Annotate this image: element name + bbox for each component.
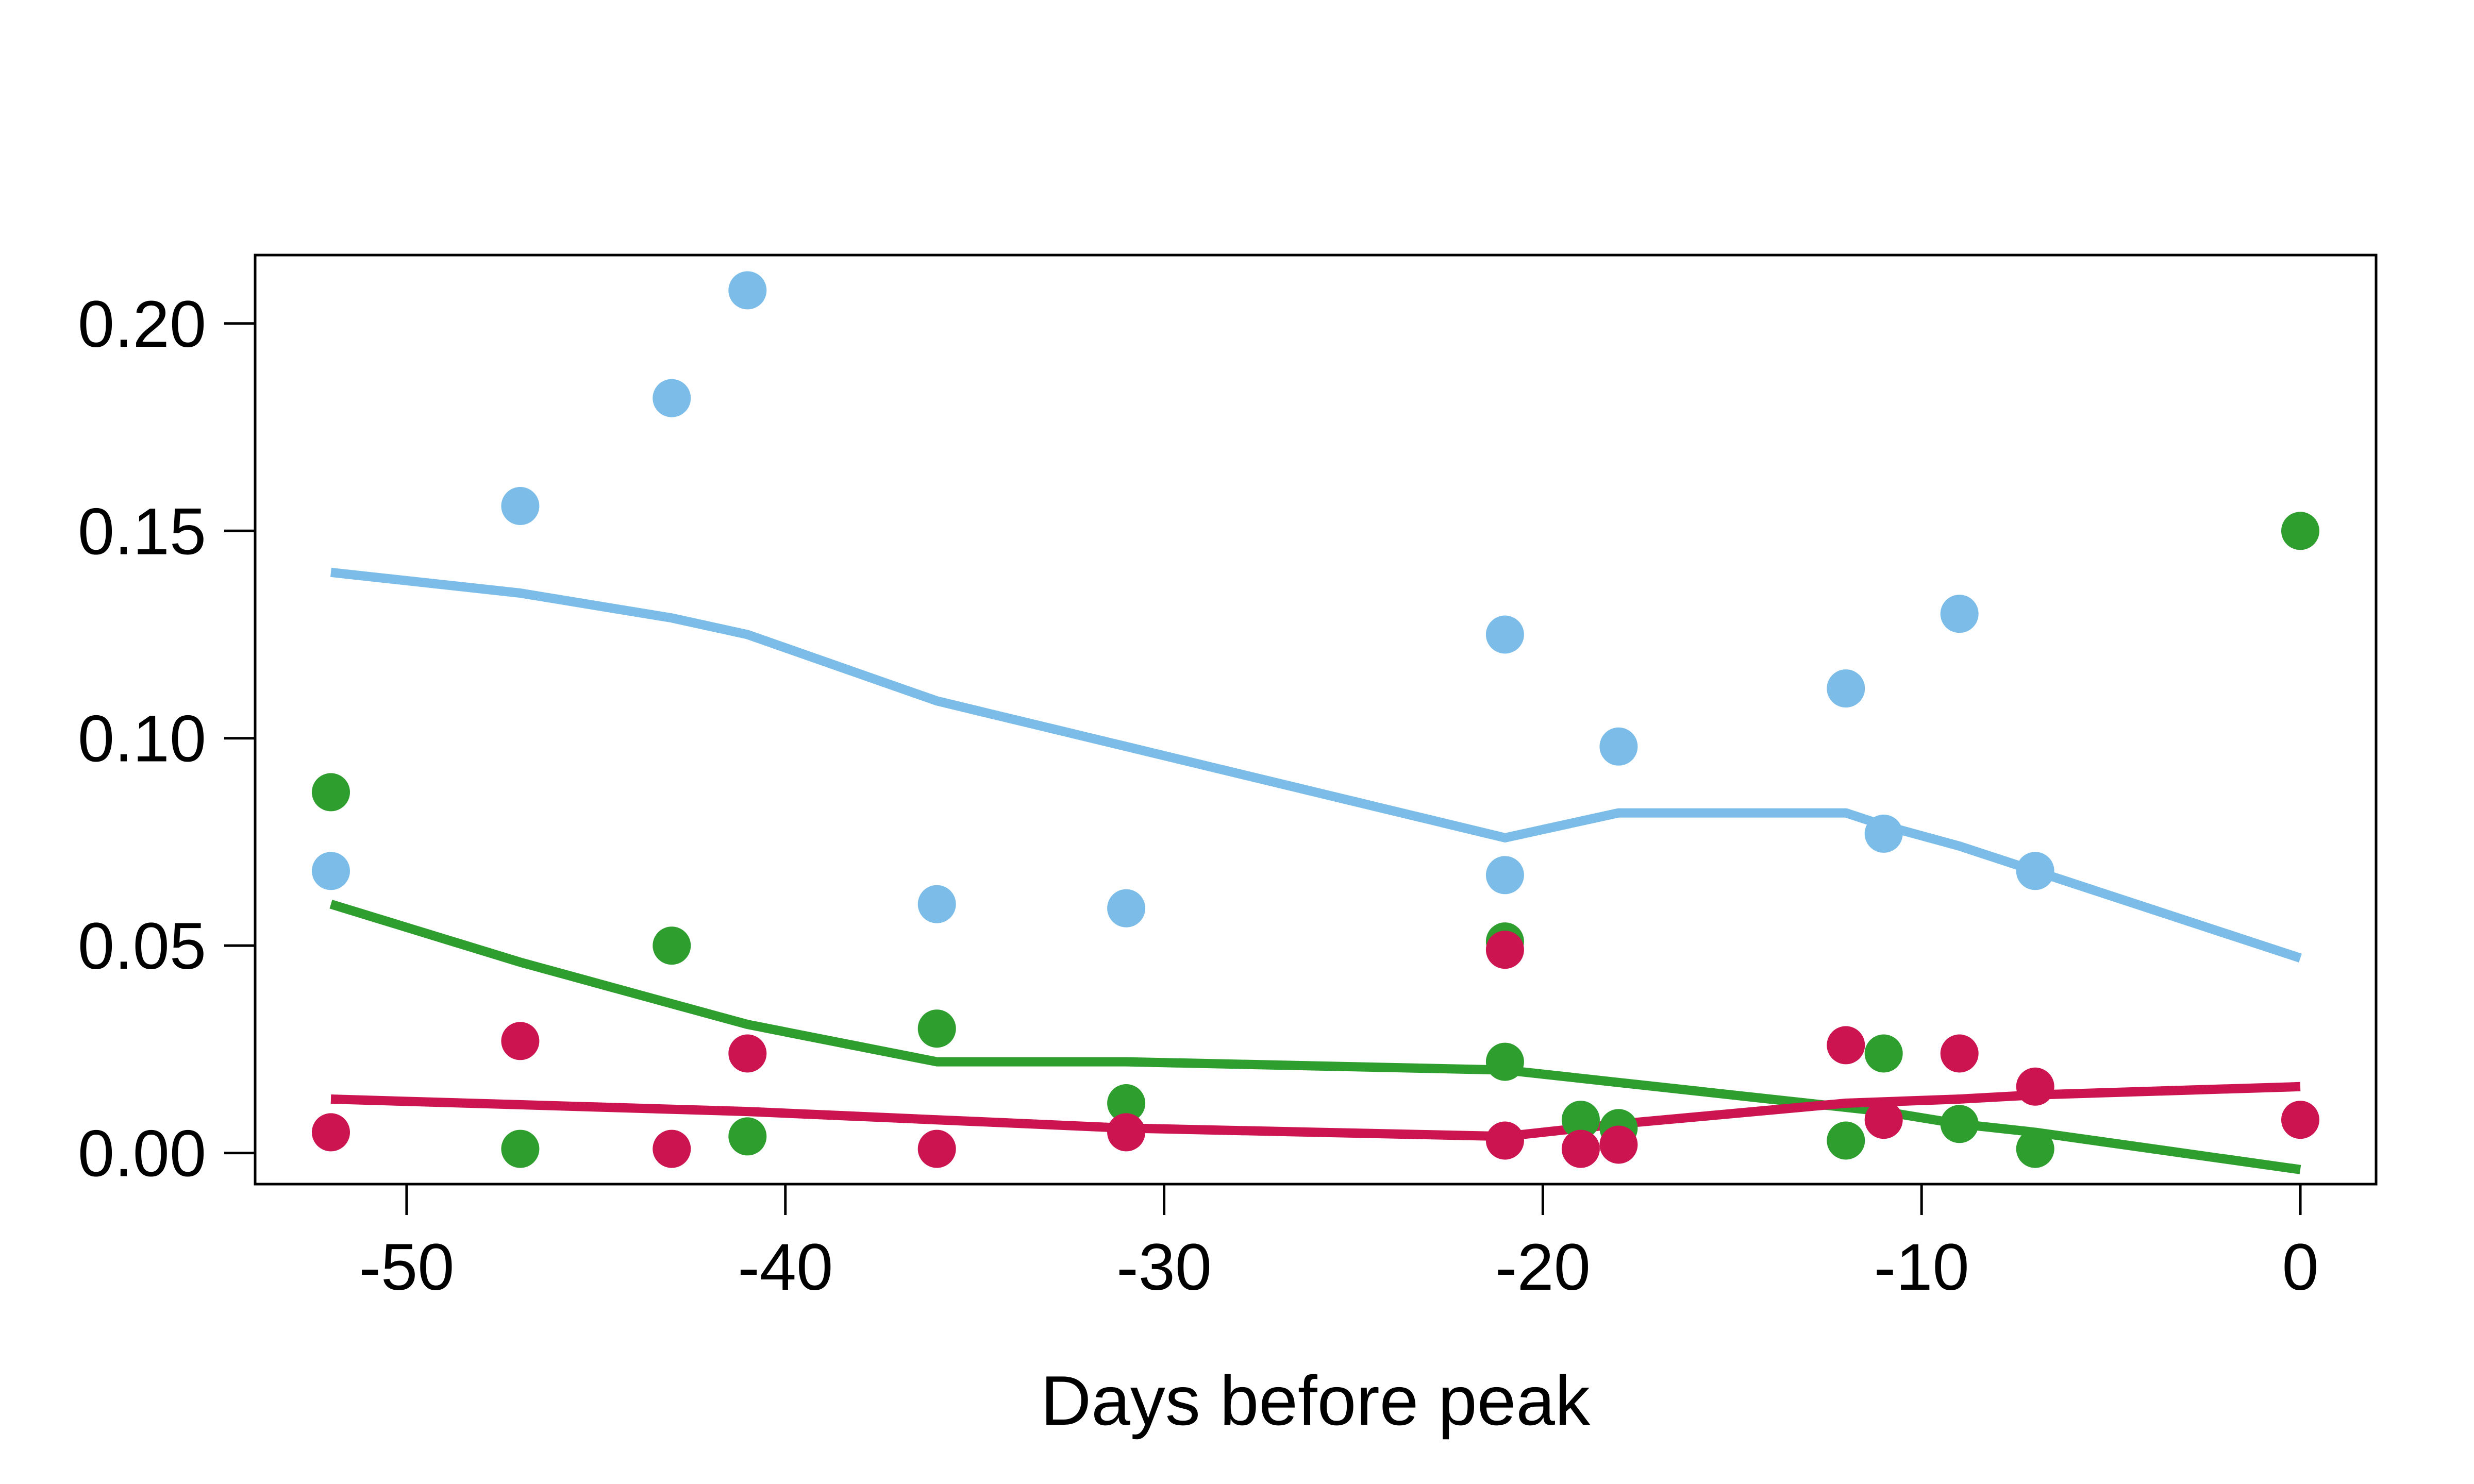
data-point bbox=[1599, 1125, 1638, 1164]
data-point bbox=[1561, 1129, 1600, 1168]
trend-lines bbox=[329, 567, 2302, 1174]
data-point bbox=[728, 1034, 767, 1073]
data-point bbox=[728, 1117, 767, 1156]
y-axis: 0.00 0.05 0.10 0.15 0.20 bbox=[78, 288, 257, 1191]
data-point bbox=[653, 926, 691, 965]
x-tick-label: 0 bbox=[2282, 1230, 2318, 1304]
trend-line bbox=[330, 567, 2302, 963]
data-point bbox=[501, 1129, 540, 1168]
data-point bbox=[2016, 852, 2054, 890]
data-point bbox=[1485, 1042, 1524, 1081]
data-point bbox=[1827, 669, 1865, 708]
x-tick-label: -30 bbox=[1116, 1230, 1212, 1304]
data-point bbox=[917, 885, 956, 923]
data-point bbox=[1485, 615, 1524, 654]
y-tick-label: 0.05 bbox=[78, 909, 206, 983]
x-tick-label: -40 bbox=[738, 1230, 833, 1304]
data-point bbox=[2016, 1129, 2054, 1168]
y-tick-label: 0.15 bbox=[78, 495, 206, 568]
data-point bbox=[1864, 814, 1903, 853]
data-point bbox=[312, 1113, 350, 1152]
data-point bbox=[728, 271, 767, 310]
x-tick-label: -10 bbox=[1874, 1230, 1969, 1304]
data-point bbox=[1940, 1105, 1979, 1143]
data-point bbox=[501, 487, 540, 525]
x-axis-title: Days before peak bbox=[1041, 1361, 1591, 1440]
data-point bbox=[2016, 1067, 2054, 1106]
x-tick-label: -50 bbox=[359, 1230, 454, 1304]
data-point bbox=[312, 773, 350, 812]
data-point bbox=[2281, 512, 2319, 550]
data-point bbox=[1485, 931, 1524, 969]
data-point bbox=[1940, 595, 1979, 633]
data-point bbox=[1827, 1121, 1865, 1160]
data-point bbox=[1864, 1101, 1903, 1139]
data-point bbox=[312, 852, 350, 890]
plot-frame bbox=[254, 254, 2378, 1186]
data-point bbox=[501, 1022, 540, 1060]
x-axis: -50 -40 -30 -20 -10 0 bbox=[359, 1183, 2319, 1304]
data-point bbox=[2281, 1101, 2319, 1139]
data-point bbox=[1864, 1034, 1903, 1073]
data-point bbox=[653, 379, 691, 417]
x-tick-label: -20 bbox=[1495, 1230, 1591, 1304]
data-point bbox=[1940, 1034, 1979, 1073]
data-point bbox=[1107, 1084, 1146, 1122]
y-tick-label: 0.20 bbox=[78, 288, 206, 361]
data-point bbox=[1561, 1101, 1600, 1139]
trend-line bbox=[330, 1082, 2301, 1141]
y-tick-label: 0.10 bbox=[78, 702, 206, 776]
data-point bbox=[1599, 727, 1638, 766]
data-point bbox=[917, 1009, 956, 1048]
data-points bbox=[312, 271, 2319, 1168]
data-point bbox=[917, 1129, 956, 1168]
data-point bbox=[1107, 889, 1146, 927]
data-point bbox=[1107, 1113, 1146, 1152]
data-point bbox=[1827, 1026, 1865, 1065]
data-point bbox=[1485, 1121, 1524, 1160]
data-point bbox=[653, 1129, 691, 1168]
y-tick-label: 0.00 bbox=[78, 1117, 206, 1191]
data-point bbox=[1485, 856, 1524, 895]
